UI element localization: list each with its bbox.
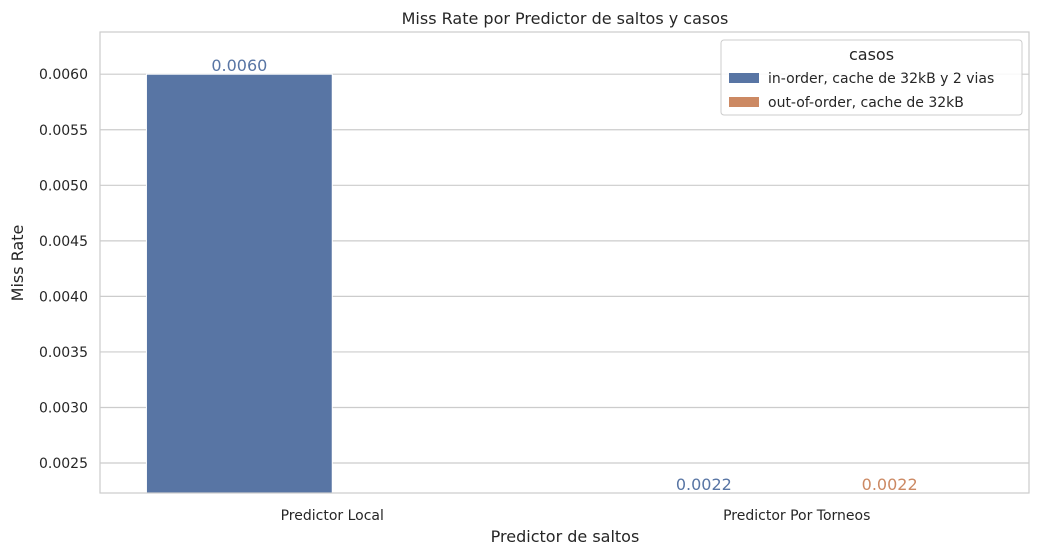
legend: casos in-order, cache de 32kB y 2 vias out…	[720, 39, 1023, 116]
legend-title: casos	[849, 45, 894, 64]
legend-swatch	[729, 73, 759, 83]
legend-entry: in-order, cache de 32kB y 2 vias	[768, 71, 994, 87]
x-axis-label: Predictor de saltos	[491, 527, 640, 546]
x-tick-label: Predictor Por Torneos	[723, 508, 870, 524]
y-axis-ticks: 0.0025 0.0030 0.0035 0.0040 0.0045 0.0050 0.00…	[39, 67, 88, 472]
bar-value-label: 0.0022	[676, 475, 732, 494]
bar-value-labels: 0.0060 0.0022 0.0022	[211, 56, 917, 494]
plot-frame	[99, 31, 1030, 494]
bar	[145, 73, 333, 494]
y-tick-label: 0.0035	[39, 345, 88, 361]
legend-entry: out-of-order, cache de 32kB	[768, 95, 964, 111]
y-tick-label: 0.0045	[39, 234, 88, 250]
legend-swatch	[729, 97, 759, 107]
bar-value-label: 0.0022	[862, 475, 918, 494]
bar-value-label: 0.0060	[211, 56, 267, 75]
y-tick-label: 0.0050	[39, 178, 88, 194]
legend-box	[720, 39, 1023, 116]
chart-title: Miss Rate por Predictor de saltos y caso…	[402, 9, 729, 28]
y-tick-label: 0.0025	[39, 456, 88, 472]
y-tick-label: 0.0060	[39, 67, 88, 83]
bars	[145, 73, 333, 494]
y-tick-label: 0.0030	[39, 400, 88, 416]
y-tick-label: 0.0055	[39, 123, 88, 139]
x-axis-ticks: Predictor Local Predictor Por Torneos	[281, 508, 871, 524]
y-tick-label: 0.0040	[39, 289, 88, 305]
y-axis-label: Miss Rate	[8, 225, 27, 302]
x-tick-label: Predictor Local	[281, 508, 384, 524]
